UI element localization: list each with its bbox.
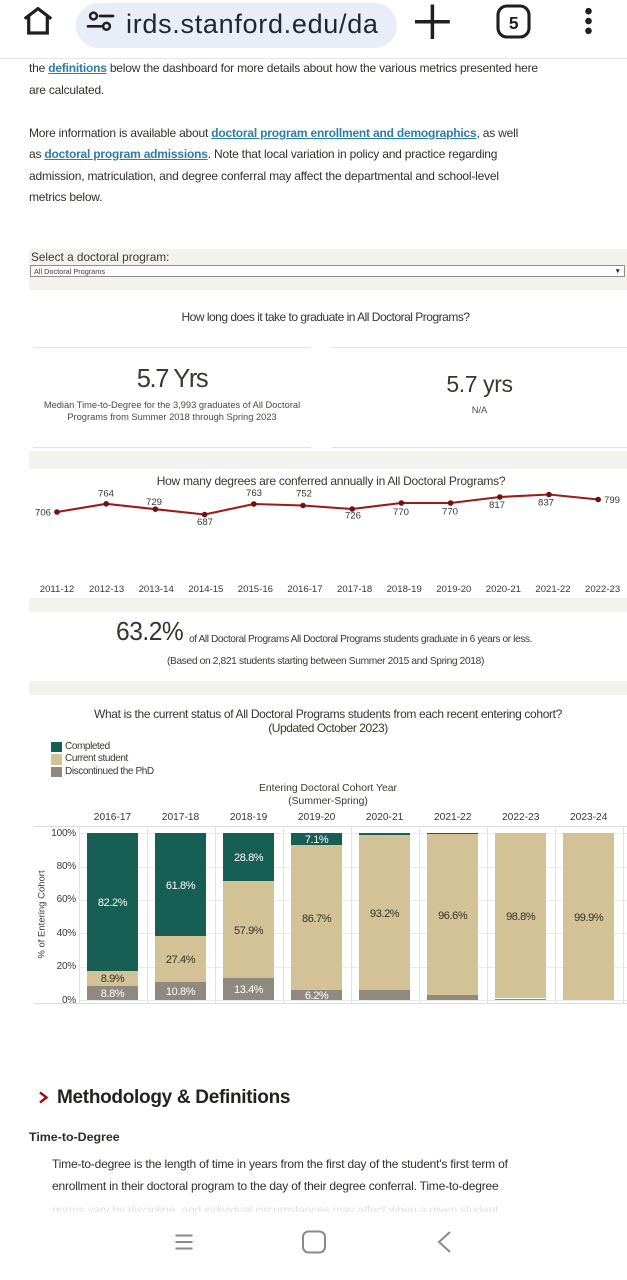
svg-text:2021-22: 2021-22 [535,584,570,595]
svg-text:2011-12: 2011-12 [40,584,75,595]
svg-text:2020-21: 2020-21 [486,584,521,595]
svg-text:837: 837 [538,498,554,509]
svg-text:2015-16: 2015-16 [238,584,273,595]
svg-text:726: 726 [345,511,361,522]
svg-text:706: 706 [35,508,51,519]
svg-text:752: 752 [296,488,312,499]
svg-text:2013-14: 2013-14 [139,584,175,595]
svg-text:2012-13: 2012-13 [89,584,124,595]
svg-text:687: 687 [197,517,213,528]
svg-text:2016-17: 2016-17 [287,584,322,595]
svg-text:2019-20: 2019-20 [436,584,471,595]
svg-text:770: 770 [393,507,409,518]
svg-text:763: 763 [246,488,262,499]
svg-text:764: 764 [98,488,115,499]
svg-text:2018-19: 2018-19 [387,584,422,595]
svg-text:2017-18: 2017-18 [337,584,372,595]
svg-text:729: 729 [146,497,162,508]
svg-text:799: 799 [604,495,620,506]
svg-text:817: 817 [489,500,505,511]
svg-text:2014-15: 2014-15 [188,584,223,595]
svg-text:5: 5 [509,13,519,33]
svg-text:2022-23: 2022-23 [585,584,620,595]
svg-text:770: 770 [442,507,458,518]
